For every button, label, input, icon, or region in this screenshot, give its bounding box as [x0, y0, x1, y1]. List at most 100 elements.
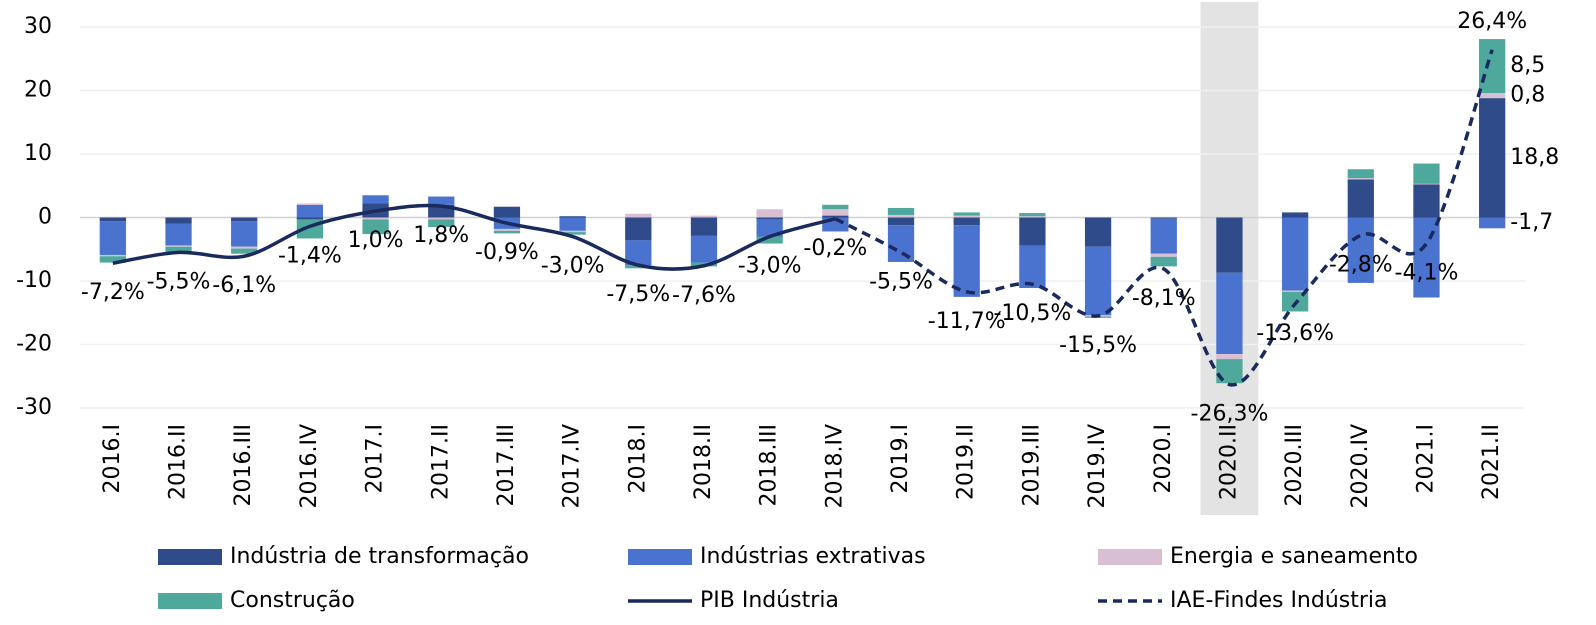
bar-segment — [1150, 217, 1177, 219]
data-label: -0,9% — [475, 240, 539, 265]
bar-segment — [362, 195, 389, 204]
bar-segment — [1216, 217, 1243, 273]
data-label: -5,5% — [147, 269, 211, 294]
bar-segment — [493, 228, 521, 231]
legend-label: PIB Indústria — [700, 588, 839, 613]
bar-segment — [493, 206, 521, 218]
legend-label: IAE-Findes Indústria — [1170, 588, 1388, 613]
bar-segment — [756, 217, 783, 220]
bar-segment — [1281, 217, 1309, 291]
x-tick-label: 2018.II — [691, 424, 716, 500]
x-tick-label: 2021.I — [1413, 424, 1438, 493]
bar-segment — [296, 217, 324, 220]
legend-label: Indústrias extrativas — [700, 544, 926, 569]
x-tick-label: 2016.I — [100, 424, 125, 493]
bar-segment — [559, 217, 586, 231]
bar-segment — [493, 230, 521, 234]
data-label: 26,4% — [1457, 9, 1527, 34]
x-tick-label: 2016.II — [166, 424, 191, 500]
bar-segment — [362, 217, 389, 220]
y-tick-label: 20 — [24, 78, 52, 103]
bar-segment — [559, 232, 586, 235]
bar-segment — [165, 245, 192, 247]
data-label: 8,5 — [1510, 53, 1545, 78]
data-label: -0,2% — [803, 236, 867, 261]
x-tick-label: 2021.II — [1479, 424, 1504, 500]
bar-segment — [1150, 256, 1177, 267]
bar-segment — [99, 221, 126, 255]
bar-segment — [559, 216, 586, 218]
data-label: -3,0% — [738, 254, 802, 279]
bar-segment — [1347, 179, 1374, 218]
data-label: 18,8 — [1510, 145, 1559, 170]
data-label: -2,8% — [1329, 252, 1393, 277]
bar-segment — [822, 209, 849, 216]
x-tick-label: 2019.III — [1019, 424, 1044, 506]
bar-segment — [887, 214, 915, 218]
bar-segment — [296, 203, 324, 205]
bar-segment — [953, 212, 980, 216]
data-label: 0,8 — [1510, 83, 1545, 108]
x-tick-label: 2018.I — [625, 424, 650, 493]
data-label: -7,6% — [672, 283, 736, 308]
bar-segment — [1216, 272, 1243, 355]
data-label: -1,4% — [278, 243, 342, 268]
y-tick-label: 0 — [38, 205, 52, 230]
line — [112, 203, 836, 271]
bar-segment — [625, 217, 652, 241]
data-label: -26,3% — [1191, 402, 1269, 427]
bar-segment — [1084, 217, 1112, 247]
bar-segment — [231, 248, 258, 254]
bar-segment — [165, 223, 192, 246]
data-label: -15,5% — [1059, 333, 1137, 358]
bar-segment — [1413, 217, 1440, 298]
bar-segment — [756, 236, 783, 244]
data-label: -4,1% — [1395, 261, 1459, 286]
data-label: -8,1% — [1132, 286, 1196, 311]
bar-segment — [165, 217, 192, 224]
bar-segment — [1281, 290, 1309, 292]
x-tick-label: 2017.III — [494, 424, 519, 506]
bar-segment — [1479, 98, 1506, 218]
bar-segment — [1347, 178, 1374, 180]
data-label: -7,5% — [606, 282, 670, 307]
bar-segment — [1150, 218, 1177, 254]
x-tick-label: 2019.II — [954, 424, 979, 500]
x-tick-label: 2016.III — [231, 424, 256, 506]
bar-segment — [1347, 169, 1374, 179]
x-tick-label: 2020.III — [1282, 424, 1307, 506]
bar-segment — [1479, 217, 1506, 229]
bar-segment — [953, 217, 980, 226]
data-label: -7,2% — [81, 280, 145, 305]
bar-segment — [165, 246, 192, 252]
bar-segment — [99, 256, 126, 263]
legend-label: Indústria de transformação — [230, 544, 529, 569]
legend-label: Energia e saneamento — [1170, 544, 1418, 569]
x-tick-label: 2019.IV — [1085, 424, 1110, 509]
bar-segment — [428, 196, 455, 205]
bar-segment — [1019, 217, 1046, 246]
x-tick-label: 2018.III — [757, 424, 782, 506]
data-label: -1,7 — [1510, 210, 1553, 235]
bar-segment — [559, 230, 586, 233]
data-label: -5,5% — [869, 269, 933, 294]
y-tick-label: -10 — [16, 268, 52, 293]
data-label: -3,0% — [541, 254, 605, 279]
bar-segment — [1150, 253, 1177, 257]
y-tick-label: -30 — [16, 395, 52, 420]
y-tick-label: 30 — [24, 14, 52, 39]
y-tick-label: -20 — [16, 332, 52, 357]
bar-segment — [231, 221, 258, 247]
x-tick-label: 2017.IV — [560, 424, 585, 509]
bar-segment — [690, 217, 718, 236]
bar-segment — [887, 207, 915, 215]
bar-segment — [1413, 183, 1440, 185]
x-tick-label: 2018.IV — [822, 424, 847, 509]
bar-segment — [99, 254, 126, 257]
data-label: -11,7% — [928, 309, 1006, 334]
bar-segment — [690, 215, 718, 218]
bar-segment — [953, 225, 980, 297]
bar-segment — [1019, 245, 1046, 288]
x-tick-label: 2017.II — [428, 424, 453, 500]
